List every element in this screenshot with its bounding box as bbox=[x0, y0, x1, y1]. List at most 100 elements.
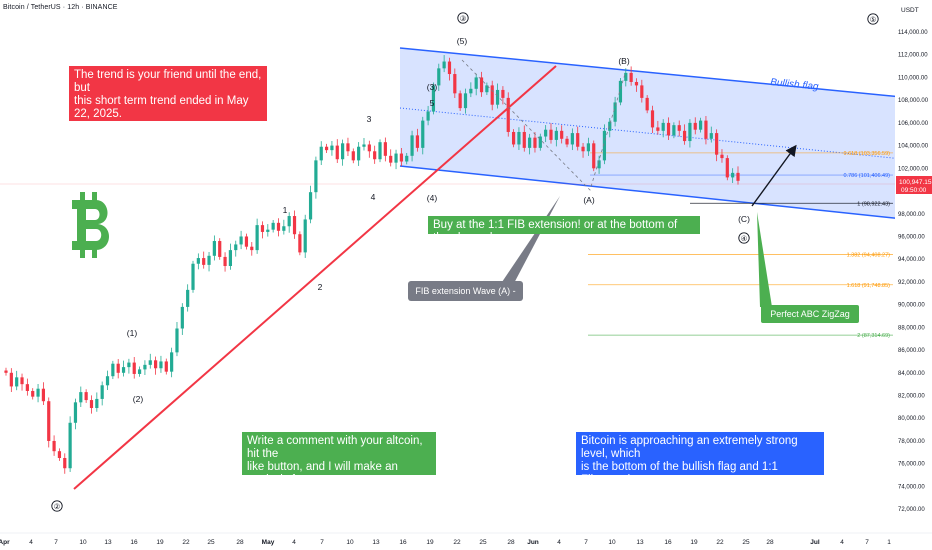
candle bbox=[463, 88, 468, 114]
candle bbox=[645, 95, 649, 114]
time-tick: 19 bbox=[426, 539, 434, 546]
svg-text:2 (87,314.69): 2 (87,314.69) bbox=[857, 333, 890, 339]
candle bbox=[95, 392, 99, 412]
fib-level: 0.618 (103,356.59) bbox=[590, 151, 893, 157]
candle bbox=[383, 137, 387, 162]
candle bbox=[522, 125, 526, 152]
wave-label: 2 bbox=[318, 282, 323, 292]
candle bbox=[485, 82, 489, 96]
candle bbox=[415, 128, 420, 152]
zigzag-target-callout: Perfect ABC ZigZag target bbox=[761, 305, 859, 331]
price-tick: 74,000.00 bbox=[898, 484, 925, 490]
candle bbox=[544, 125, 548, 143]
candle bbox=[736, 166, 740, 185]
candle bbox=[41, 382, 46, 405]
candle bbox=[137, 366, 142, 377]
time-tick: 4 bbox=[557, 539, 561, 546]
candle bbox=[271, 220, 275, 233]
candle bbox=[121, 360, 126, 377]
candle bbox=[666, 117, 671, 141]
wave-label-circled: ② bbox=[51, 500, 63, 512]
candle bbox=[346, 137, 350, 156]
candle bbox=[549, 123, 553, 144]
candle bbox=[650, 105, 655, 133]
time-tick: 16 bbox=[399, 539, 407, 546]
time-tick: 7 bbox=[320, 539, 324, 546]
time-tick: 25 bbox=[479, 539, 487, 546]
candle bbox=[357, 142, 361, 166]
candle bbox=[314, 156, 318, 199]
candle bbox=[469, 82, 473, 98]
candle bbox=[282, 219, 286, 235]
time-axis[interactable] bbox=[0, 533, 932, 550]
time-tick: 22 bbox=[182, 539, 190, 546]
candle bbox=[159, 355, 163, 373]
candle bbox=[47, 397, 51, 448]
candle bbox=[260, 221, 265, 239]
time-tick: 25 bbox=[742, 539, 750, 546]
time-tick: 22 bbox=[716, 539, 724, 546]
candle bbox=[9, 368, 13, 392]
wave-label-circled: ③ bbox=[457, 12, 469, 24]
channel-upper-line[interactable] bbox=[399, 47, 932, 101]
channel-lower-line[interactable] bbox=[399, 165, 932, 223]
wave-label-text: ② bbox=[54, 502, 61, 511]
candle bbox=[31, 388, 35, 400]
candle bbox=[634, 78, 639, 92]
wave-label: (C) bbox=[738, 214, 750, 224]
abc-zigzag-path bbox=[461, 59, 626, 191]
candle bbox=[715, 129, 719, 162]
candle bbox=[672, 122, 676, 139]
wave-label: 3 bbox=[367, 114, 372, 124]
candle bbox=[132, 357, 136, 379]
candle bbox=[586, 137, 590, 156]
candle bbox=[725, 155, 729, 181]
candle bbox=[517, 127, 521, 151]
price-tick: 78,000.00 bbox=[898, 439, 925, 445]
fib-extension-callout: FIB extension Wave (A) -> (B) bbox=[408, 281, 523, 310]
candle bbox=[196, 253, 200, 270]
candle bbox=[170, 347, 174, 378]
wave-labels: (1) (2) (3) (4) (5) 1 2 3 4 5 (A) (B) (C) ② ③ ④ ⑤ bbox=[51, 12, 879, 512]
price-tick: 104,000.00 bbox=[898, 144, 929, 150]
fib-level: 1.618 (91,748.85) bbox=[588, 283, 893, 289]
candle bbox=[36, 384, 40, 403]
wave-label: (B) bbox=[618, 56, 630, 66]
time-tick: Jul bbox=[810, 539, 820, 546]
candle bbox=[474, 73, 478, 96]
candle bbox=[602, 124, 607, 165]
candle bbox=[335, 139, 339, 163]
wave-label-circled: ⑤ bbox=[867, 13, 879, 25]
symbol-title: Bitcoin / TetherUS · 12h · BINANCE bbox=[3, 4, 118, 11]
candle bbox=[592, 140, 596, 172]
candle bbox=[490, 80, 494, 111]
candle bbox=[4, 367, 8, 376]
candle bbox=[501, 86, 505, 105]
candle bbox=[250, 242, 254, 256]
zigzag-callout-pointer bbox=[757, 212, 772, 307]
candle bbox=[308, 185, 313, 224]
trend-line[interactable] bbox=[73, 65, 557, 490]
price-tick: 88,000.00 bbox=[898, 325, 925, 331]
candle bbox=[421, 116, 425, 155]
candle bbox=[127, 358, 131, 374]
time-tick-labels: Apr 4 7 10 13 16 19 22 25 28 May 4 7 10 13 16 19 22 25 28 Ju… bbox=[0, 539, 891, 546]
candle bbox=[709, 126, 713, 143]
wave-label-circled: ④ bbox=[738, 232, 750, 244]
candle bbox=[116, 359, 120, 379]
currency-label: USDT bbox=[901, 7, 919, 14]
svg-text:1.618 (91,748.85): 1.618 (91,748.85) bbox=[847, 283, 891, 289]
candle bbox=[479, 71, 484, 97]
candle bbox=[693, 117, 697, 135]
time-tick: 28 bbox=[236, 539, 244, 546]
trend-ended-note: The trend is your friend until the end, … bbox=[69, 66, 267, 159]
candle bbox=[154, 356, 158, 375]
candle bbox=[624, 68, 628, 87]
svg-text:1.382 (94,408.27): 1.382 (94,408.27) bbox=[847, 253, 891, 259]
price-axis[interactable] bbox=[895, 0, 932, 533]
time-tick: Jun bbox=[527, 539, 539, 546]
candle bbox=[618, 78, 623, 106]
fib-level: 2 (87,314.69) bbox=[588, 333, 893, 339]
price-tick-labels: 114,000.00 112,000.00 110,000.00 108,000.00… bbox=[898, 30, 929, 513]
